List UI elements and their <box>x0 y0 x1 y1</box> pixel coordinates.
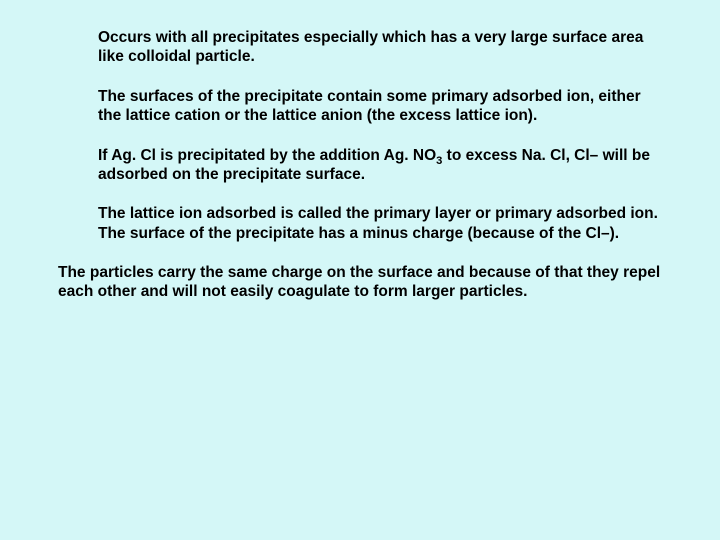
paragraph-3: If Ag. Cl is precipitated by the additio… <box>58 146 662 185</box>
paragraph-2: The surfaces of the precipitate contain … <box>58 87 662 126</box>
paragraph-5: The particles carry the same charge on t… <box>58 263 662 302</box>
paragraph-4: The lattice ion adsorbed is called the p… <box>58 204 662 243</box>
paragraph-1: Occurs with all precipitates especially … <box>58 28 662 67</box>
slide: Occurs with all precipitates especially … <box>0 0 720 540</box>
